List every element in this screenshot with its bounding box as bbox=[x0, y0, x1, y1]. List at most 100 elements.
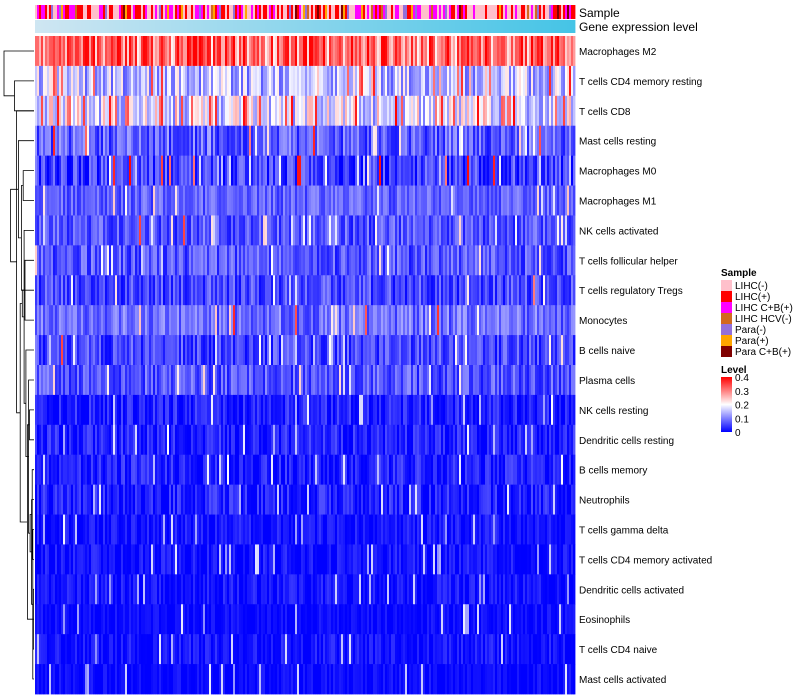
sample-track-cell bbox=[513, 5, 516, 19]
heatmap-cell bbox=[309, 65, 312, 97]
heatmap-cell bbox=[167, 305, 170, 336]
heatmap-cell bbox=[273, 36, 276, 67]
heatmap-cell bbox=[269, 125, 272, 157]
heatmap-cell bbox=[511, 36, 514, 67]
heatmap-cell bbox=[275, 454, 278, 486]
heatmap-cell bbox=[47, 275, 50, 306]
heatmap-cell bbox=[135, 514, 138, 545]
heatmap-cell bbox=[311, 365, 314, 396]
expression-track-cell bbox=[63, 20, 66, 33]
heatmap-cell bbox=[497, 424, 500, 456]
heatmap-cell bbox=[181, 484, 184, 515]
heatmap-cell bbox=[315, 125, 318, 157]
heatmap-cell bbox=[219, 394, 222, 426]
heatmap-cell bbox=[221, 95, 224, 127]
heatmap-cell bbox=[549, 335, 552, 366]
heatmap-cell bbox=[435, 95, 438, 127]
sample-track-cell bbox=[361, 5, 364, 19]
expression-track-cell bbox=[85, 20, 88, 33]
heatmap-cell bbox=[261, 125, 264, 157]
sample-track-cell bbox=[487, 5, 490, 19]
heatmap-cell bbox=[423, 125, 426, 157]
heatmap-cell bbox=[511, 454, 514, 486]
heatmap-cell bbox=[75, 365, 78, 396]
heatmap-cell bbox=[181, 245, 184, 276]
heatmap-cell bbox=[137, 65, 140, 97]
heatmap-cell bbox=[203, 215, 206, 246]
heatmap-cell bbox=[253, 484, 256, 515]
heatmap-cell bbox=[309, 454, 312, 486]
heatmap-cell bbox=[417, 65, 420, 97]
expression-track-cell bbox=[351, 20, 354, 33]
heatmap-cell bbox=[55, 65, 58, 97]
heatmap-cell bbox=[93, 514, 96, 545]
heatmap-cell bbox=[359, 215, 362, 246]
sample-track-cell bbox=[525, 5, 528, 19]
heatmap-cell bbox=[113, 365, 116, 396]
heatmap-cell bbox=[329, 394, 332, 426]
heatmap-cell bbox=[193, 424, 196, 456]
heatmap-cell bbox=[135, 454, 138, 486]
heatmap-cell bbox=[55, 365, 58, 396]
heatmap-cell bbox=[227, 394, 230, 426]
expression-track-cell bbox=[447, 20, 450, 33]
sample-track-cell bbox=[163, 5, 166, 19]
heatmap-cell bbox=[261, 65, 264, 97]
heatmap-row bbox=[35, 484, 576, 515]
expression-track-cell bbox=[379, 20, 382, 33]
heatmap-cell bbox=[269, 65, 272, 97]
heatmap-cell bbox=[195, 36, 198, 67]
heatmap-cell bbox=[155, 454, 158, 486]
heatmap-cell bbox=[393, 484, 396, 515]
heatmap-cell bbox=[81, 95, 84, 127]
heatmap-cell bbox=[213, 95, 216, 127]
heatmap-cell bbox=[413, 454, 416, 486]
expression-track-cell bbox=[277, 20, 280, 33]
heatmap-cell bbox=[77, 275, 80, 306]
heatmap-cell bbox=[571, 65, 574, 97]
heatmap-cell bbox=[363, 36, 366, 67]
heatmap-cell bbox=[507, 36, 510, 67]
heatmap-cell bbox=[117, 245, 120, 276]
heatmap-cell bbox=[253, 95, 256, 127]
heatmap-cell bbox=[481, 394, 484, 426]
heatmap-cell bbox=[553, 454, 556, 486]
heatmap-cell bbox=[447, 305, 450, 336]
heatmap-cell bbox=[495, 65, 498, 97]
heatmap-cell bbox=[425, 305, 428, 336]
heatmap-cell bbox=[61, 245, 64, 276]
heatmap-cell bbox=[127, 484, 130, 515]
heatmap-cell bbox=[345, 155, 348, 186]
sample-track-cell bbox=[145, 5, 148, 19]
expression-track-cell bbox=[499, 20, 502, 33]
heatmap-cell bbox=[499, 185, 502, 216]
heatmap-cell bbox=[107, 215, 110, 246]
heatmap-cell bbox=[37, 484, 40, 515]
heatmap-cell bbox=[231, 454, 234, 486]
heatmap-cell bbox=[459, 185, 462, 216]
heatmap-cell bbox=[173, 365, 176, 396]
heatmap-cell bbox=[473, 335, 476, 366]
heatmap-cell bbox=[459, 335, 462, 366]
heatmap-cell bbox=[327, 215, 330, 246]
heatmap-cell bbox=[49, 215, 52, 246]
heatmap-cell bbox=[51, 424, 54, 456]
heatmap-cell bbox=[267, 335, 270, 366]
heatmap-cell bbox=[319, 484, 322, 515]
heatmap-cell bbox=[207, 185, 210, 216]
heatmap-cell bbox=[347, 305, 350, 336]
heatmap-cell bbox=[429, 36, 432, 67]
heatmap-cell bbox=[107, 365, 110, 396]
heatmap-cell bbox=[549, 484, 552, 515]
heatmap-cell bbox=[563, 305, 566, 336]
heatmap-cell bbox=[365, 454, 368, 486]
heatmap-cell bbox=[395, 65, 398, 97]
heatmap-cell bbox=[545, 155, 548, 186]
sample-track-cell bbox=[531, 5, 534, 19]
heatmap-cell bbox=[397, 36, 400, 67]
heatmap-cell bbox=[139, 484, 142, 515]
heatmap-row bbox=[35, 65, 576, 97]
heatmap-row bbox=[35, 424, 576, 456]
heatmap-cell bbox=[553, 335, 556, 366]
heatmap-cell bbox=[267, 36, 270, 67]
